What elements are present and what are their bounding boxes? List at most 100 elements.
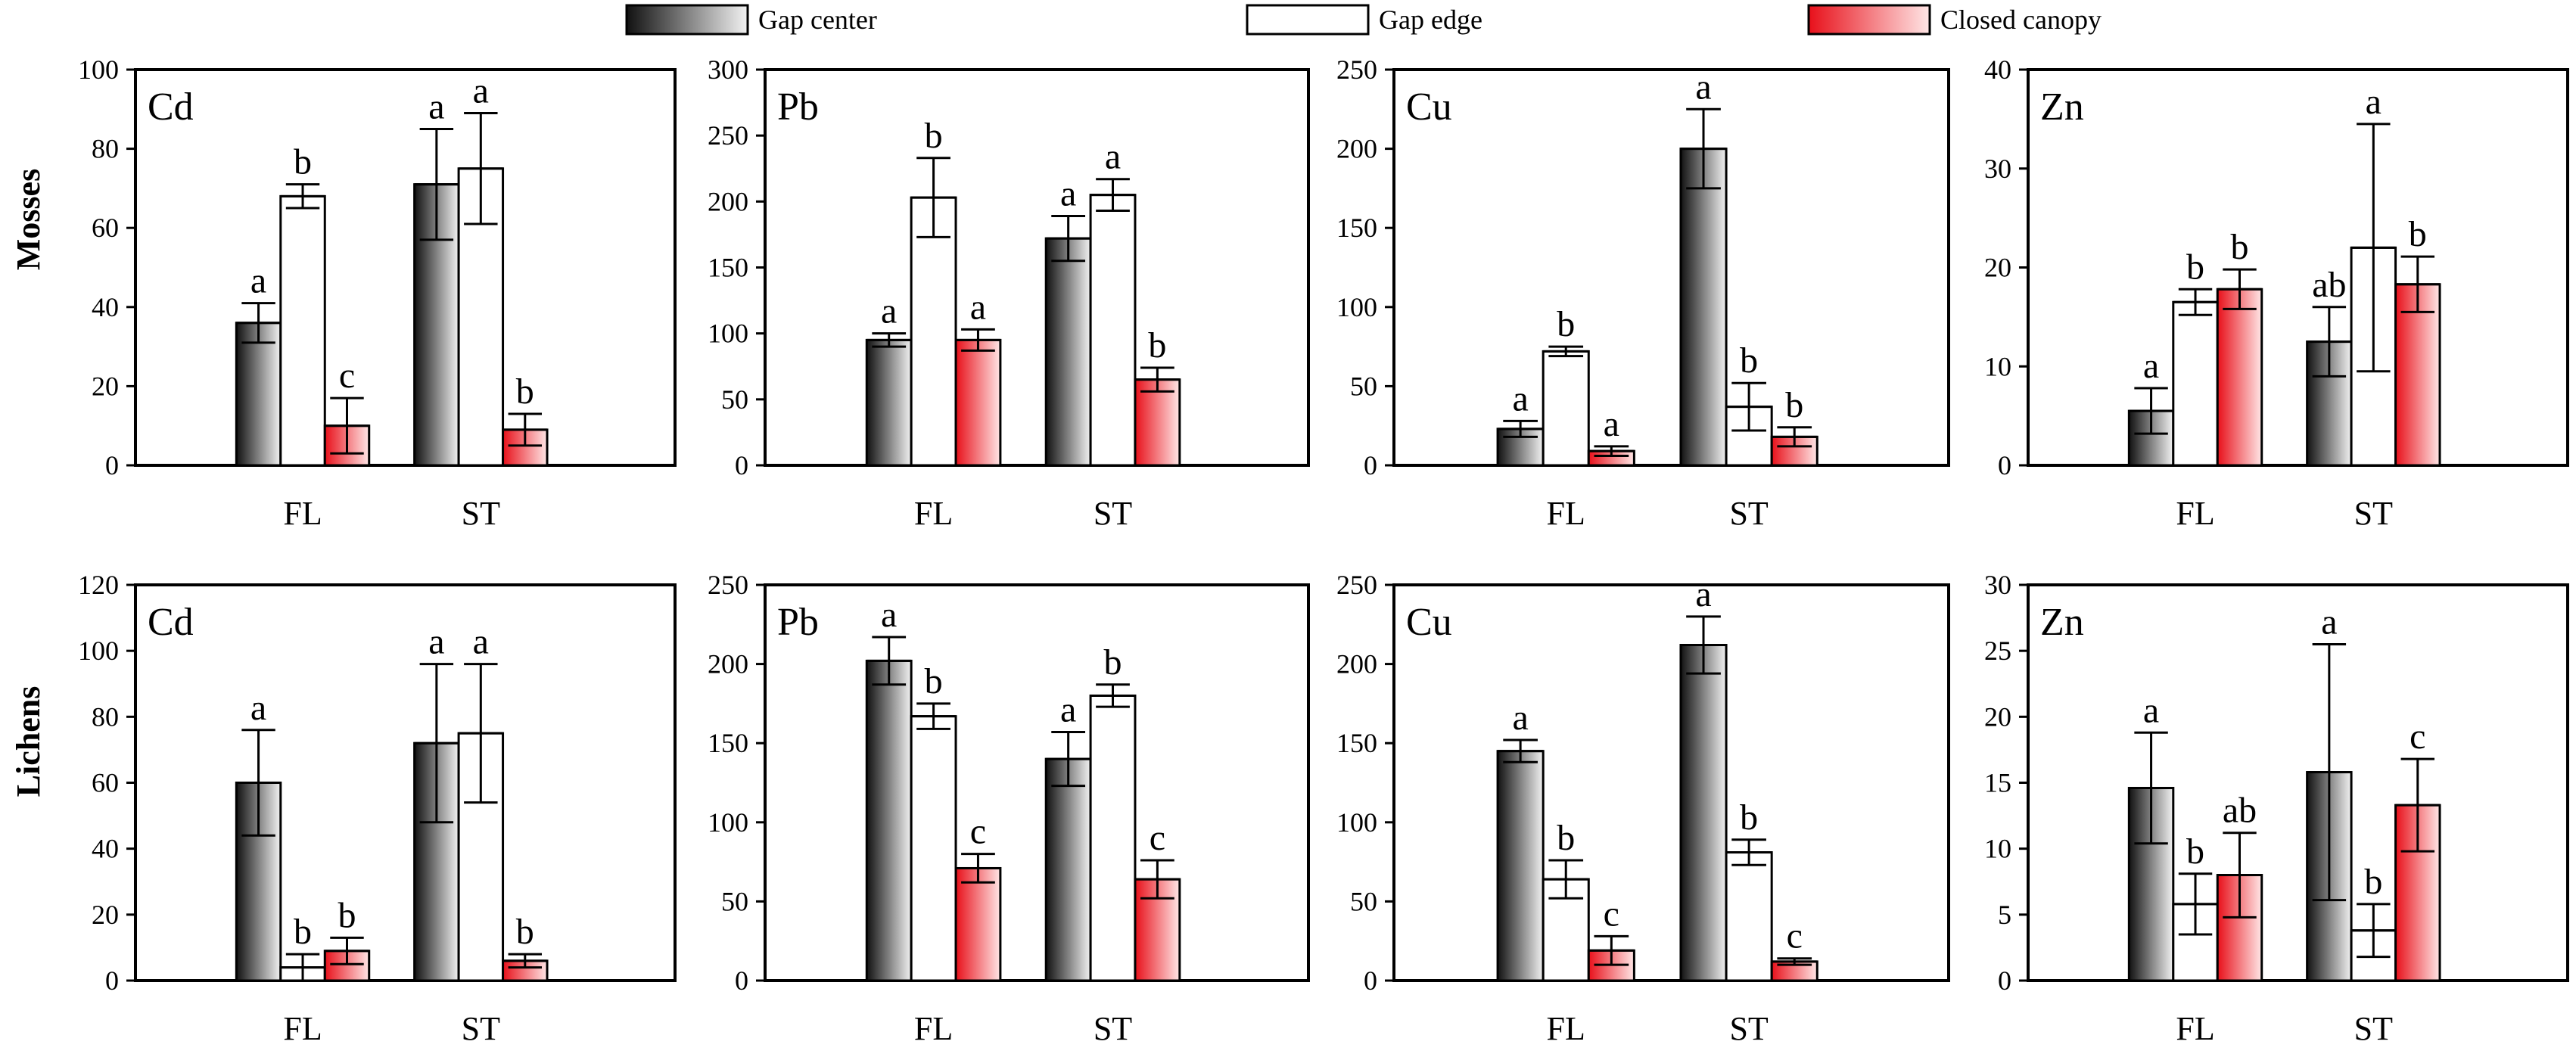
plot-frame — [134, 68, 677, 467]
significance-letter: a — [1695, 574, 1711, 614]
legend-swatch-closed-canopy — [1807, 4, 1931, 36]
significance-letter: c — [1150, 818, 1165, 858]
panel-title: Zn — [2040, 601, 2084, 644]
legend-label-closed-canopy: Closed canopy — [1940, 5, 2102, 35]
bar-closed-canopy-st — [2394, 283, 2441, 467]
bar-gap-edge-fl — [279, 194, 326, 467]
bar-closed-canopy-fl — [2216, 288, 2263, 467]
panel-title: Cd — [148, 601, 194, 644]
y-tick-label: 20 — [1984, 701, 2011, 732]
bar-gap-center-fl — [1496, 750, 1545, 982]
y-tick-label: 150 — [708, 253, 748, 283]
significance-letter: b — [1557, 818, 1575, 858]
significance-letter: a — [2321, 602, 2337, 642]
category-label-st: ST — [2354, 1010, 2393, 1047]
legend-item-closed-canopy: Closed canopy — [1807, 4, 2102, 36]
y-tick-label: 15 — [1984, 768, 2011, 798]
legend-label-gap-edge: Gap edge — [1379, 5, 1482, 35]
y-tick-label: 50 — [721, 384, 748, 415]
bar-gap-edge-fl — [910, 196, 957, 467]
category-label-st: ST — [2354, 495, 2393, 532]
plot-frame — [2027, 583, 2569, 982]
y-tick-label: 40 — [92, 834, 119, 864]
y-tick-label: 150 — [1336, 213, 1377, 243]
significance-letter: a — [881, 291, 897, 331]
significance-letter: b — [2364, 862, 2382, 902]
category-label-st: ST — [1729, 1010, 1768, 1047]
significance-letter: a — [2143, 690, 2159, 730]
bar-closed-canopy-fl — [954, 338, 1002, 467]
bar-gap-center-st — [1044, 237, 1092, 467]
significance-letter: ab — [2223, 791, 2257, 831]
significance-letter: a — [1060, 690, 1076, 730]
plot-frame — [764, 68, 1310, 467]
bar-closed-canopy-st — [2394, 804, 2441, 982]
significance-letter: a — [1604, 404, 1619, 444]
category-label-st: ST — [462, 1010, 500, 1047]
significance-letter: b — [2186, 247, 2204, 287]
significance-letter: a — [428, 622, 444, 662]
legend-item-gap-center: Gap center — [625, 4, 877, 36]
significance-letter: c — [970, 812, 986, 852]
y-tick-label: 250 — [708, 120, 748, 151]
y-tick-label: 0 — [105, 965, 119, 996]
plot-frame — [1392, 583, 1950, 982]
plot-frame — [1392, 68, 1950, 467]
bar-gap-edge-fl — [1542, 350, 1590, 467]
y-tick-label: 5 — [1998, 900, 2011, 930]
significance-letter: a — [473, 71, 489, 111]
significance-letter: ab — [2312, 265, 2346, 305]
y-tick-label: 150 — [1336, 728, 1377, 758]
category-label-st: ST — [462, 495, 500, 532]
significance-letter: a — [970, 287, 986, 327]
y-tick-label: 0 — [735, 965, 748, 996]
significance-letter: b — [2409, 214, 2427, 254]
panel-title: Cu — [1406, 601, 1452, 644]
significance-letter: b — [1557, 304, 1575, 344]
row-label-mosses: Mosses — [10, 169, 47, 270]
y-tick-label: 20 — [92, 371, 119, 401]
category-label-fl: FL — [914, 1010, 953, 1047]
significance-letter: b — [1785, 385, 1803, 425]
panel-title: Zn — [2040, 85, 2084, 129]
y-tick-label: 30 — [1984, 154, 2011, 184]
significance-letter: b — [1104, 642, 1122, 682]
y-tick-label: 60 — [92, 213, 119, 243]
significance-letter: b — [1148, 325, 1166, 365]
legend: Gap center Gap edge Closed canopy — [625, 4, 2102, 36]
y-tick-label: 40 — [92, 292, 119, 322]
bar-gap-center-fl — [865, 659, 913, 982]
significance-letter: a — [1512, 378, 1528, 418]
panel-title: Pb — [777, 85, 819, 129]
y-tick-label: 100 — [708, 807, 748, 838]
y-tick-label: 10 — [1984, 351, 2011, 381]
y-tick-label: 100 — [708, 319, 748, 349]
significance-letter: b — [1740, 797, 1758, 838]
category-label-st: ST — [1094, 495, 1132, 532]
bar-gap-edge-st — [1725, 851, 1773, 982]
significance-letter: a — [1060, 174, 1076, 214]
bar-gap-center-st — [1679, 643, 1728, 982]
y-tick-label: 25 — [1984, 636, 2011, 666]
panel-title: Pb — [777, 601, 819, 644]
panel-title: Cu — [1406, 85, 1452, 129]
y-tick-label: 200 — [708, 649, 748, 679]
significance-letter: b — [1740, 340, 1758, 381]
bar-gap-center-st — [1044, 757, 1092, 982]
significance-letter: b — [2230, 227, 2248, 267]
bar-gap-edge-st — [457, 167, 505, 467]
y-tick-label: 100 — [78, 636, 119, 666]
category-label-st: ST — [1094, 1010, 1132, 1047]
y-tick-label: 100 — [1336, 292, 1377, 322]
y-tick-label: 250 — [1336, 570, 1377, 600]
y-tick-label: 200 — [708, 186, 748, 216]
significance-letter: b — [2186, 832, 2204, 872]
significance-letter: b — [516, 912, 534, 952]
legend-swatch-gap-center — [625, 4, 749, 36]
